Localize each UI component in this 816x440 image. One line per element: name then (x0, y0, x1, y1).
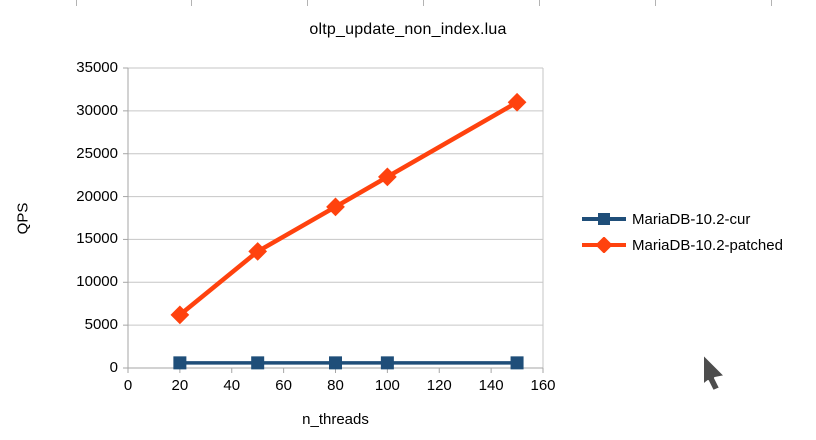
ruler-tick (76, 0, 77, 6)
ruler-tick (539, 0, 540, 6)
ruler-tick (655, 0, 656, 6)
ruler-tick (191, 0, 192, 6)
chart-title: oltp_update_non_index.lua (309, 21, 507, 38)
y-axis-title: QPS (14, 202, 32, 235)
x-axis-tick-label: 60 (275, 377, 292, 394)
y-axis-tick-label: 0 (109, 359, 118, 376)
y-axis-tick-label: 15000 (76, 230, 118, 248)
legend-label-cur: MariaDB-10.2-cur (632, 210, 751, 228)
y-axis-tick-label: 20000 (76, 187, 118, 205)
y-axis-tick-label: 35000 (76, 59, 118, 76)
legend-swatch-square-icon (582, 213, 626, 225)
ruler-tick (423, 0, 424, 6)
y-axis-tick-label: 30000 (76, 101, 118, 119)
y-axis-tick-label: 10000 (76, 273, 118, 291)
legend: MariaDB-10.2-cur MariaDB-10.2-patched (581, 206, 783, 258)
ruler-tick (307, 0, 308, 6)
x-axis-tick-label: 100 (374, 377, 400, 394)
y-axis-tick-label: 5000 (84, 316, 118, 334)
x-axis-tick-label: 20 (171, 377, 189, 394)
x-axis-tick-label: 0 (123, 377, 133, 394)
x-axis-tick-label: 160 (530, 377, 556, 394)
x-axis-tick-label: 80 (327, 377, 344, 394)
legend-swatch-diamond-icon (582, 237, 626, 253)
x-axis-title: n_threads (302, 411, 369, 428)
ruler-tick (771, 0, 772, 6)
y-axis-tick-label: 25000 (76, 144, 118, 162)
series-line (178, 100, 519, 317)
x-axis-tick-label: 120 (426, 377, 452, 394)
legend-row-patched: MariaDB-10.2-patched (581, 232, 783, 258)
legend-label-patched: MariaDB-10.2-patched (632, 236, 783, 254)
x-axis-tick-label: 140 (478, 377, 504, 394)
x-axis-tick-label: 40 (223, 377, 241, 394)
legend-row-cur: MariaDB-10.2-cur (581, 206, 783, 232)
